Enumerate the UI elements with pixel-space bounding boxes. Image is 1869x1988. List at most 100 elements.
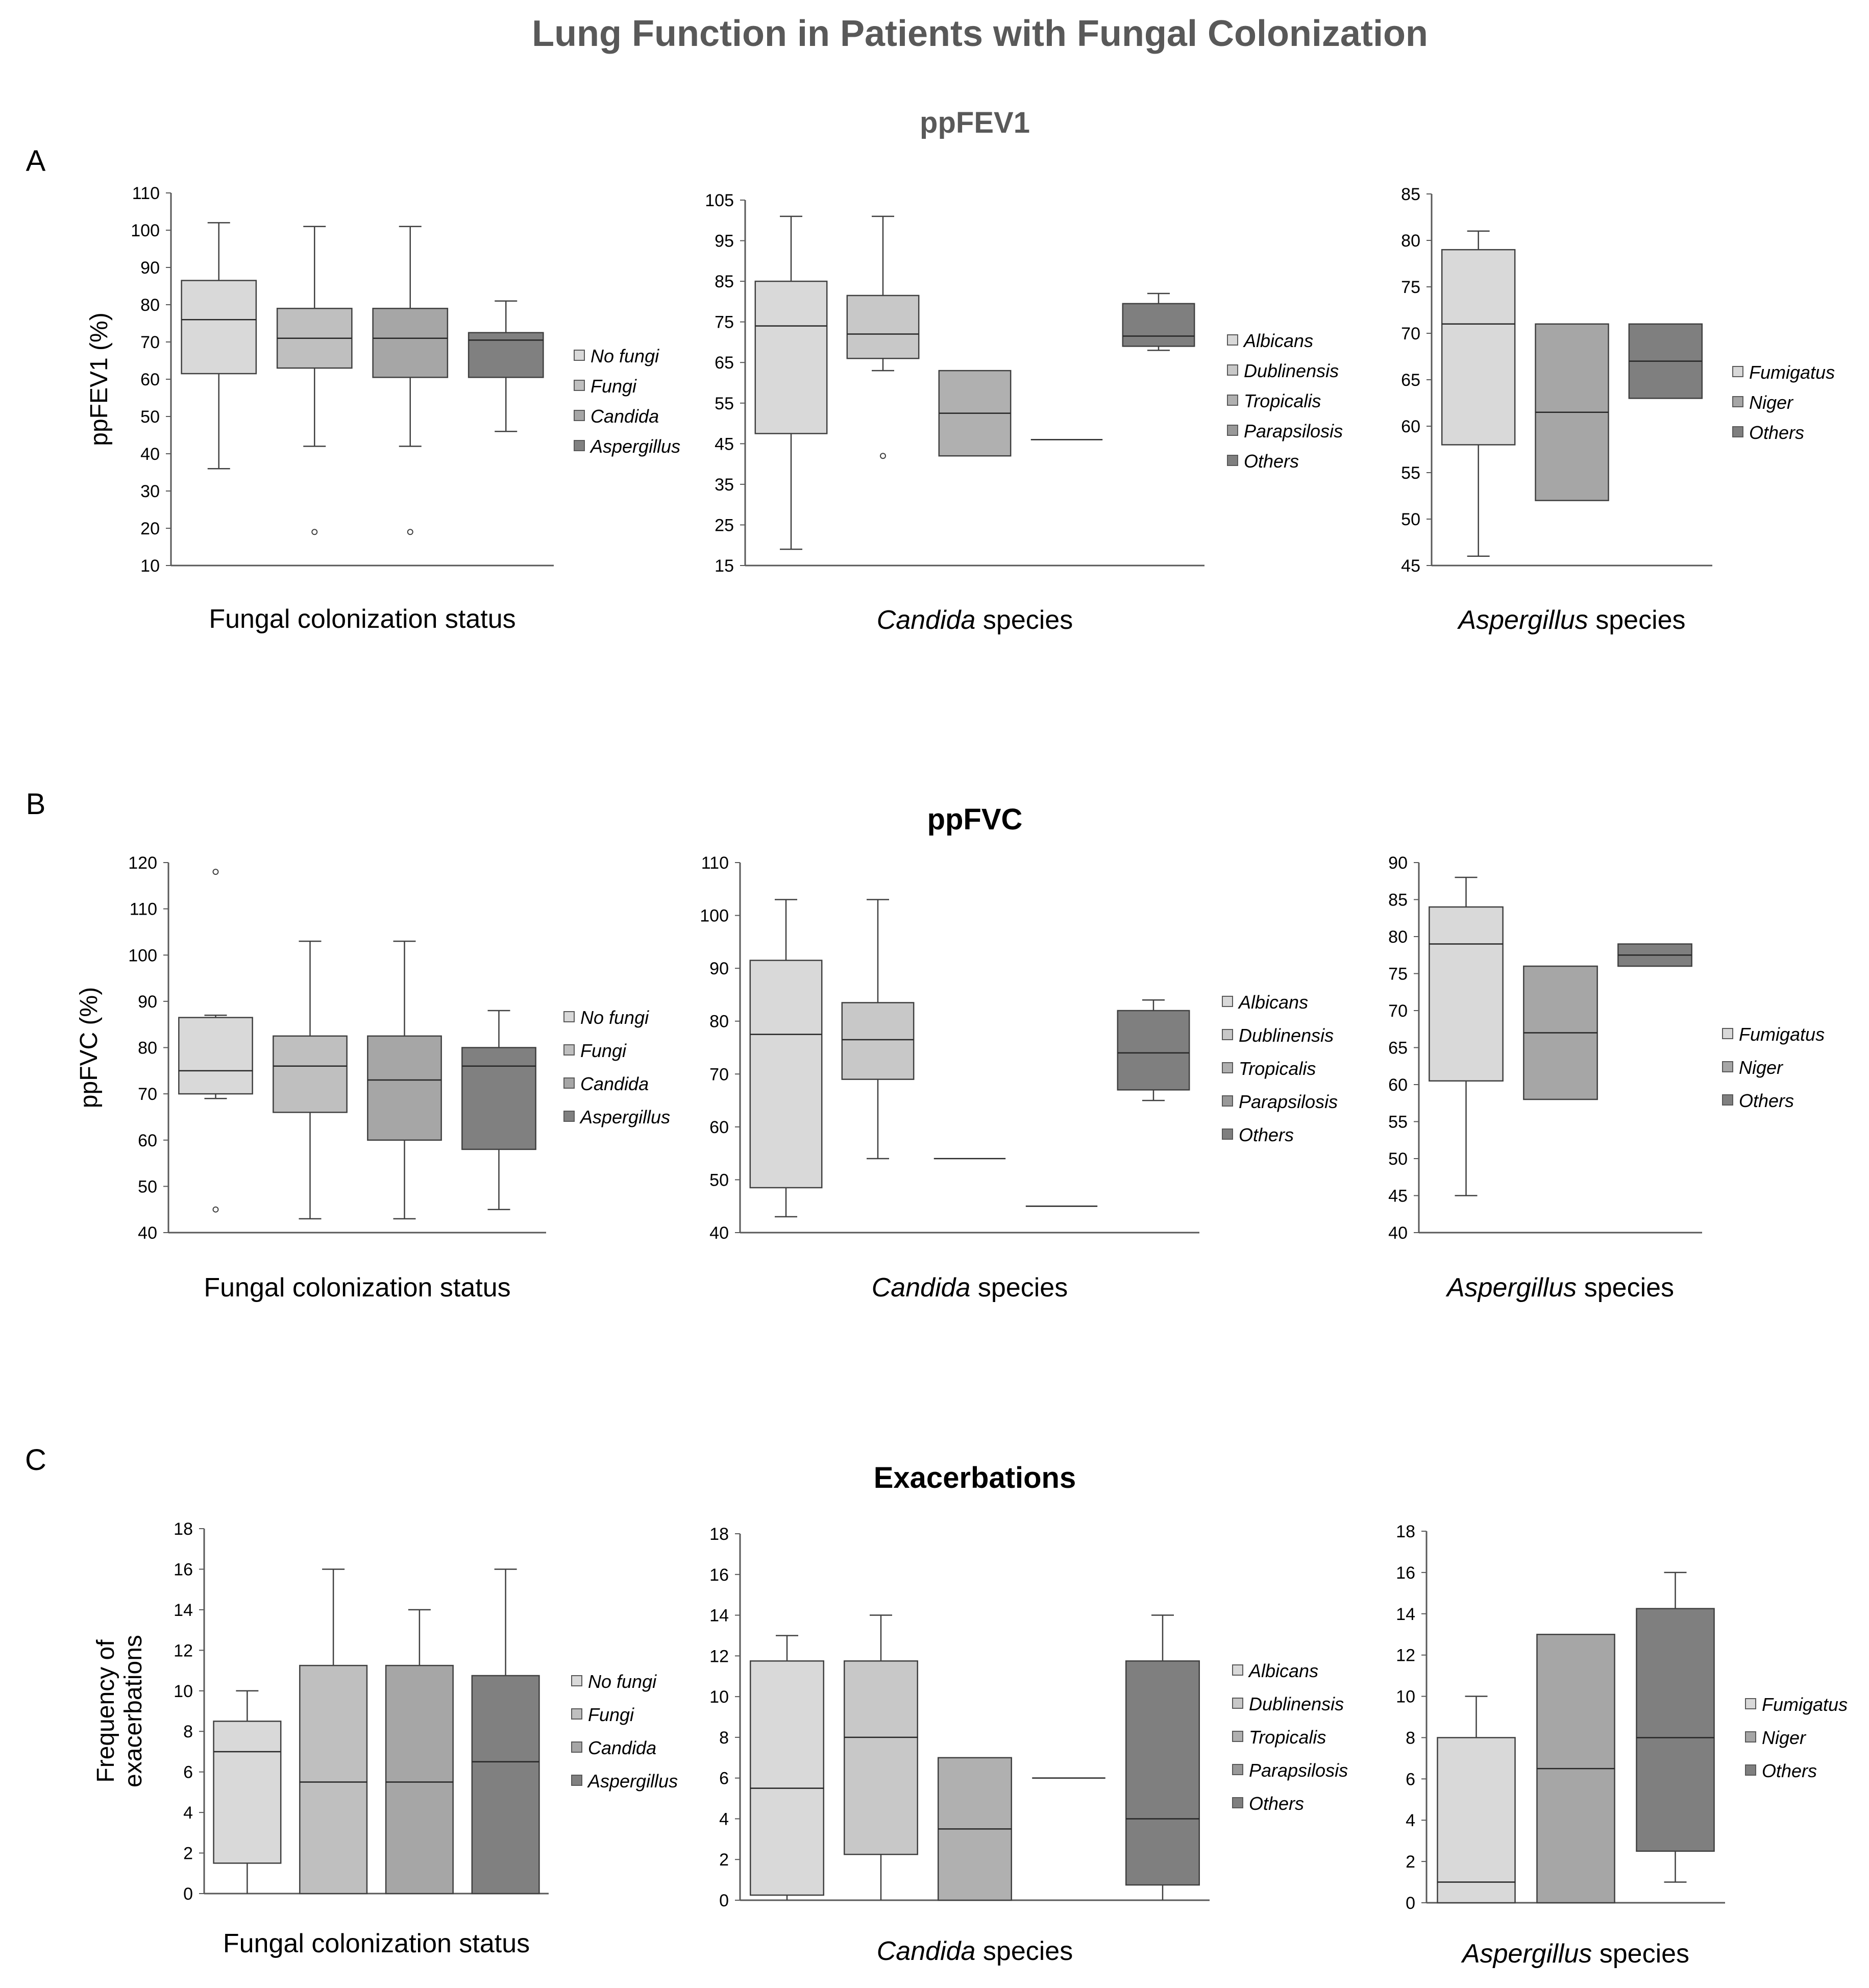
y-tick-label: 50 (709, 1170, 729, 1190)
legend-label: No fungi (588, 1671, 657, 1692)
legend: Albicans Dublinensis Tropicalis Parapsilosi… (1227, 330, 1343, 472)
box-iqr (178, 1017, 253, 1095)
y-tick-label: 18 (174, 1519, 193, 1539)
box-fumigatus (1429, 876, 1504, 1196)
y-axis-label: ppFEV1 (%) (86, 312, 113, 446)
box-aspergillus (461, 1010, 536, 1210)
box-iqr (181, 280, 257, 375)
box-iqr (1117, 1010, 1190, 1091)
legend-swatch (571, 1708, 582, 1720)
legend-label: Candida (588, 1737, 656, 1758)
y-tick-label: 14 (1396, 1605, 1415, 1624)
box-fungi (273, 940, 348, 1220)
chart-panel-a-3: 45 50 55 60 65 70 75 80 85 Fumigatus Niger Others As… (1401, 185, 1835, 635)
y-axis-label: ppFVC (%) (76, 987, 103, 1108)
legend-label: Fungi (588, 1704, 634, 1725)
box-others (1636, 1572, 1715, 1883)
outlier-point (407, 529, 413, 535)
y-tick-label: 110 (132, 184, 160, 203)
y-tick-label: 16 (1396, 1563, 1415, 1583)
legend: Fumigatus Niger Others (1745, 1694, 1848, 1781)
outlier-point (880, 453, 886, 459)
y-tick-label: 40 (140, 445, 160, 464)
legend-label: Fumigatus (1739, 1024, 1825, 1045)
x-axis-label: Aspergillus species (1445, 1273, 1674, 1303)
legend-swatch (574, 350, 585, 361)
box-candida (372, 226, 449, 535)
y-tick-label: 16 (709, 1565, 729, 1585)
box-others (1628, 323, 1703, 399)
legend-label: Others (1244, 451, 1299, 472)
legend-label: Candida (580, 1073, 649, 1094)
y-tick-label: 20 (140, 519, 160, 538)
y-tick-label: 50 (138, 1177, 157, 1196)
box-aspergillus (471, 1568, 540, 1895)
y-tick-label: 80 (140, 296, 160, 315)
legend-label: Dublinensis (1244, 360, 1339, 381)
legend-swatch (563, 1077, 575, 1089)
y-tick-label: 12 (1396, 1646, 1415, 1665)
x-axis-label: Candida species (877, 1936, 1073, 1966)
box-dublinensis (843, 1614, 919, 1900)
box-others (1617, 943, 1692, 967)
y-tick-label: 40 (709, 1223, 729, 1243)
legend-swatch (574, 440, 585, 451)
box-iqr (846, 294, 920, 359)
y-tick-label: 8 (183, 1722, 193, 1741)
x-axis-label: Candida species (872, 1273, 1068, 1303)
y-tick-label: 70 (709, 1065, 729, 1084)
legend-swatch (563, 1011, 575, 1022)
box-iqr (1636, 1608, 1715, 1852)
legend-label: Others (1249, 1793, 1304, 1814)
y-tick-label: 12 (709, 1647, 729, 1666)
y-tick-label: 4 (719, 1809, 729, 1829)
legend-label: Aspergillus (579, 1107, 670, 1127)
legend-label: Tropicalis (1249, 1727, 1326, 1748)
box-others (1125, 1614, 1200, 1900)
y-tick-label: 45 (1388, 1187, 1408, 1206)
outlier-point (311, 529, 318, 535)
legend-label: Others (1749, 422, 1804, 443)
y-tick-label: 100 (128, 946, 157, 965)
box-dublinensis (841, 899, 915, 1160)
legend-label: Others (1239, 1124, 1294, 1145)
box-iqr (372, 308, 449, 378)
y-tick-label: 100 (131, 221, 160, 240)
y-tick-label: 65 (715, 353, 734, 373)
legend-label: No fungi (580, 1007, 649, 1028)
y-tick-label: 4 (183, 1803, 193, 1823)
y-tick-label: 65 (1388, 1039, 1408, 1058)
x-axis-label: Candida species (877, 605, 1073, 635)
box-fumigatus (1441, 230, 1516, 557)
legend-label: Parapsilosis (1239, 1091, 1338, 1112)
legend-swatch (1232, 1797, 1243, 1808)
legend-swatch (1232, 1698, 1243, 1709)
box-iqr (385, 1664, 454, 1895)
section-c: C Exacerbations (25, 1443, 1076, 1494)
box-iqr (749, 960, 823, 1189)
legend-label: Parapsilosis (1249, 1760, 1348, 1781)
box-albicans (749, 899, 823, 1218)
y-tick-label: 10 (140, 556, 160, 576)
box-iqr (1122, 303, 1195, 347)
box-iqr (1429, 906, 1504, 1082)
box-iqr (1125, 1660, 1200, 1886)
y-tick-label: 4 (1406, 1811, 1415, 1830)
legend-swatch (1222, 1062, 1233, 1073)
section-title: Exacerbations (874, 1461, 1076, 1494)
legend: No fungi Fungi Candida Aspergillus (574, 346, 680, 457)
legend-label: Tropicalis (1239, 1058, 1316, 1079)
y-tick-label: 70 (1388, 1001, 1408, 1021)
y-tick-label: 70 (1401, 324, 1420, 343)
legend-swatch (1227, 364, 1238, 376)
box-dublinensis (846, 215, 920, 459)
box-candida (385, 1609, 454, 1895)
y-tick-label: 12 (174, 1641, 193, 1660)
box-iqr (213, 1721, 282, 1864)
x-axis-label: Aspergillus species (1461, 1939, 1689, 1969)
legend-swatch (1227, 395, 1238, 406)
x-axis-label: Fungal colonization status (209, 604, 515, 634)
y-tick-label: 60 (1388, 1075, 1408, 1095)
y-tick-label: 8 (719, 1728, 729, 1748)
